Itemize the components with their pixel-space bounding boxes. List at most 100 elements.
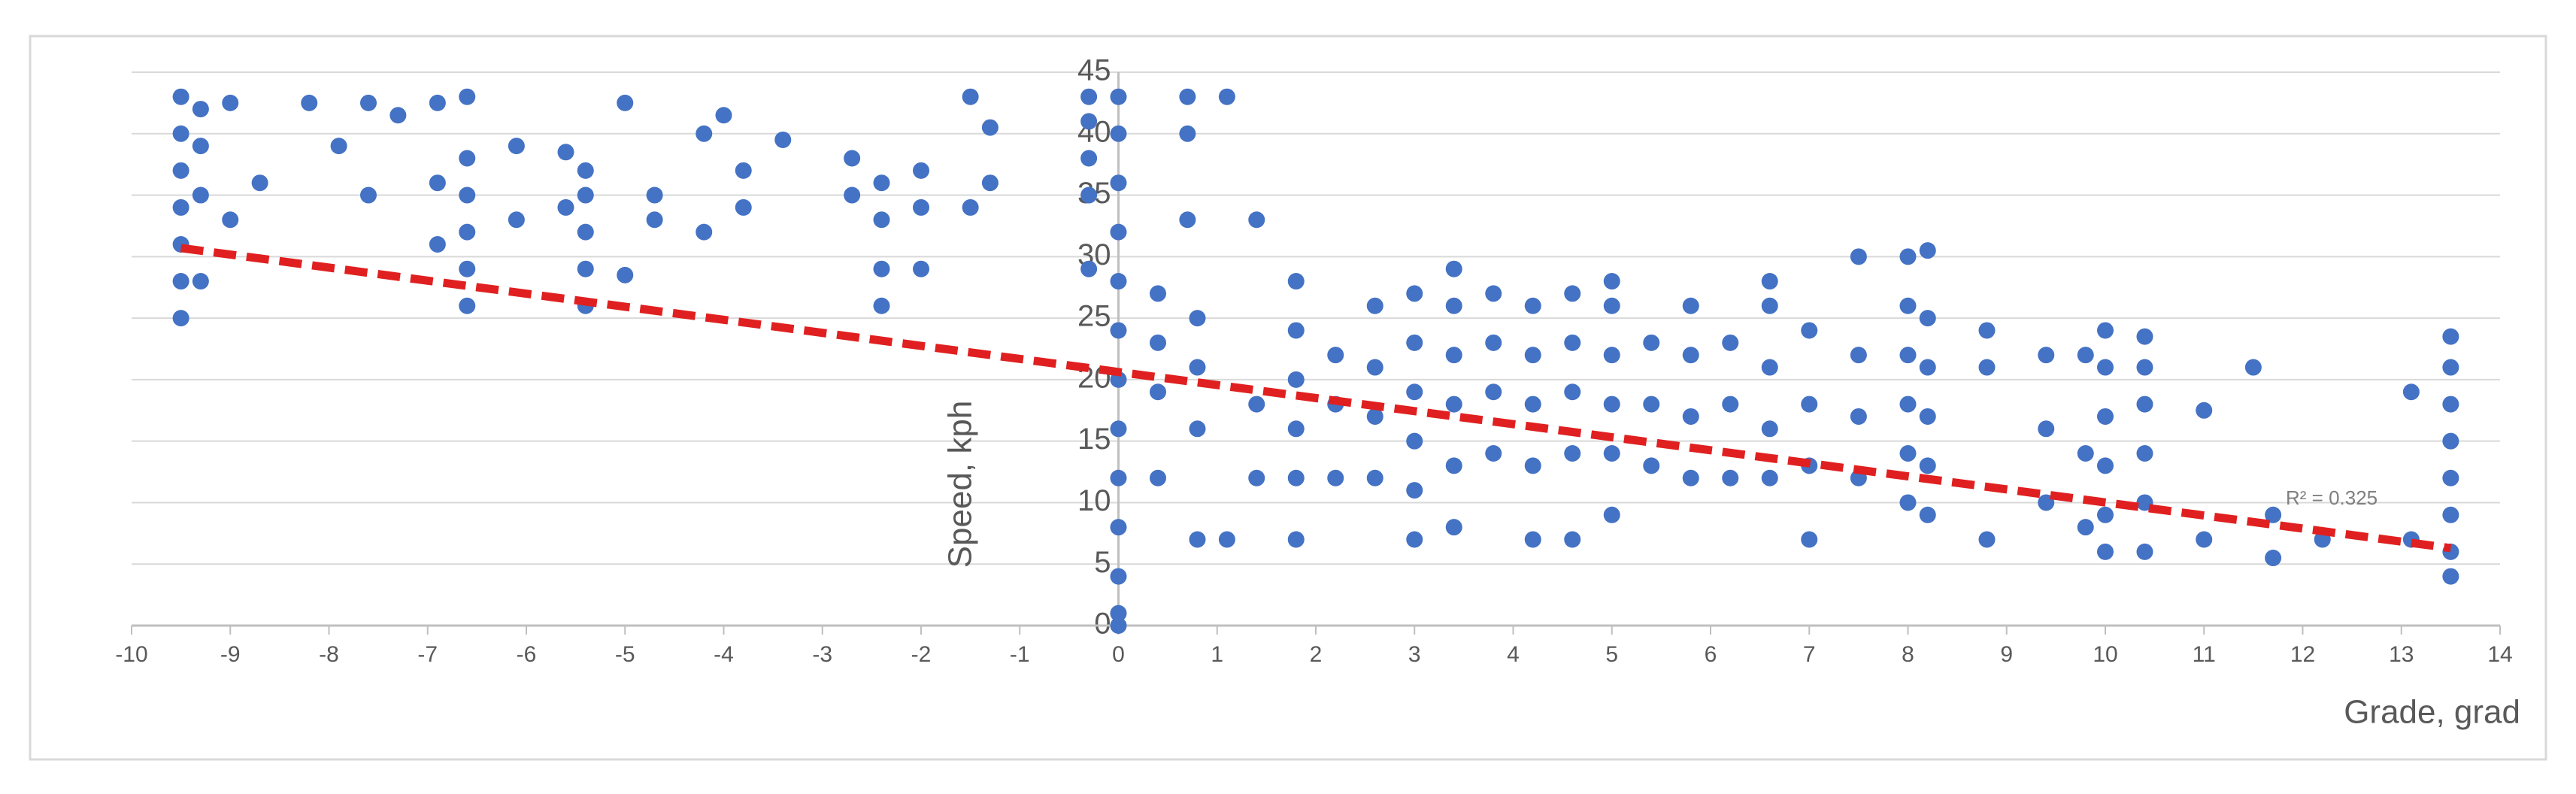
point	[1445, 457, 1462, 474]
point	[1761, 469, 1778, 486]
point	[1189, 359, 1206, 376]
point	[1110, 322, 1127, 339]
point	[508, 138, 525, 155]
point	[1189, 420, 1206, 438]
point	[1603, 297, 1620, 314]
point	[1978, 531, 1996, 548]
point	[1150, 285, 1166, 302]
point	[2442, 359, 2459, 376]
x-tick-label: 10	[2093, 642, 2117, 667]
point	[2136, 445, 2153, 462]
point	[962, 198, 979, 216]
point	[1248, 469, 1265, 486]
y-tick-label: 45	[1077, 54, 1111, 87]
point	[1524, 347, 1541, 364]
point	[1919, 242, 1936, 259]
x-tick-label: 11	[2193, 642, 2216, 667]
x-tick-label: 0	[1112, 642, 1125, 667]
point	[577, 260, 594, 277]
point	[192, 186, 209, 204]
point	[1722, 395, 1739, 413]
point	[1366, 359, 1383, 376]
point	[557, 198, 574, 216]
point	[646, 186, 663, 204]
point	[2097, 408, 2114, 425]
point	[696, 223, 713, 241]
point	[1366, 469, 1383, 486]
point	[2402, 383, 2420, 401]
y-tick-label: 5	[1094, 546, 1111, 579]
point	[913, 198, 929, 216]
point	[1761, 297, 1778, 314]
point	[1919, 359, 1936, 376]
point	[1445, 395, 1462, 413]
x-tick-label: 2	[1310, 642, 1323, 667]
point	[192, 138, 209, 155]
point	[1080, 88, 1098, 105]
point	[2265, 550, 2282, 567]
x-tick-label: -9	[220, 642, 241, 667]
point	[2136, 494, 2153, 511]
x-tick-label: 5	[1605, 642, 1618, 667]
point	[1287, 420, 1305, 438]
point	[1366, 297, 1383, 314]
point	[360, 186, 377, 204]
point	[1899, 297, 1917, 314]
point	[1445, 519, 1462, 536]
chart-border	[29, 35, 2547, 761]
point	[1179, 88, 1196, 105]
point	[508, 211, 525, 229]
point	[1218, 531, 1235, 548]
point	[1287, 371, 1305, 388]
point	[1110, 223, 1127, 241]
point	[1080, 150, 1098, 167]
point	[1524, 457, 1541, 474]
point	[2097, 506, 2114, 523]
point	[577, 186, 594, 204]
x-tick-label: -1	[1010, 642, 1030, 667]
point	[577, 162, 594, 179]
point	[1406, 482, 1423, 499]
point	[192, 273, 209, 290]
point	[1524, 395, 1541, 413]
point	[1564, 285, 1581, 302]
point	[1080, 113, 1098, 130]
point	[1682, 347, 1699, 364]
x-tick-label: 6	[1705, 642, 1717, 667]
point	[2265, 506, 2282, 523]
point	[1110, 519, 1127, 536]
point	[1406, 383, 1423, 401]
point	[429, 235, 446, 253]
point	[1524, 297, 1541, 314]
point	[192, 101, 209, 118]
point	[1110, 174, 1127, 192]
point	[1564, 445, 1581, 462]
point	[1564, 334, 1581, 351]
point	[301, 94, 318, 111]
point	[981, 174, 999, 192]
point	[1110, 273, 1127, 290]
x-tick-label: 13	[2389, 642, 2414, 667]
y-tick-label: 25	[1077, 300, 1111, 333]
point	[646, 211, 663, 229]
point	[735, 198, 752, 216]
point	[1445, 260, 1462, 277]
x-tick-label: 4	[1507, 642, 1520, 667]
annotation: R² = 0.325	[2286, 486, 2377, 509]
x-tick-label: -2	[911, 642, 932, 667]
point	[2136, 359, 2153, 376]
point	[1080, 186, 1098, 204]
point	[1761, 420, 1778, 438]
point	[2136, 395, 2153, 413]
x-tick-label: -7	[417, 642, 438, 667]
point	[2196, 402, 2213, 419]
point	[459, 260, 476, 277]
point	[1080, 260, 1098, 277]
trendline	[180, 244, 2452, 553]
point	[222, 211, 239, 229]
point	[1899, 445, 1917, 462]
point	[844, 186, 861, 204]
point	[913, 162, 929, 179]
point	[389, 107, 407, 124]
